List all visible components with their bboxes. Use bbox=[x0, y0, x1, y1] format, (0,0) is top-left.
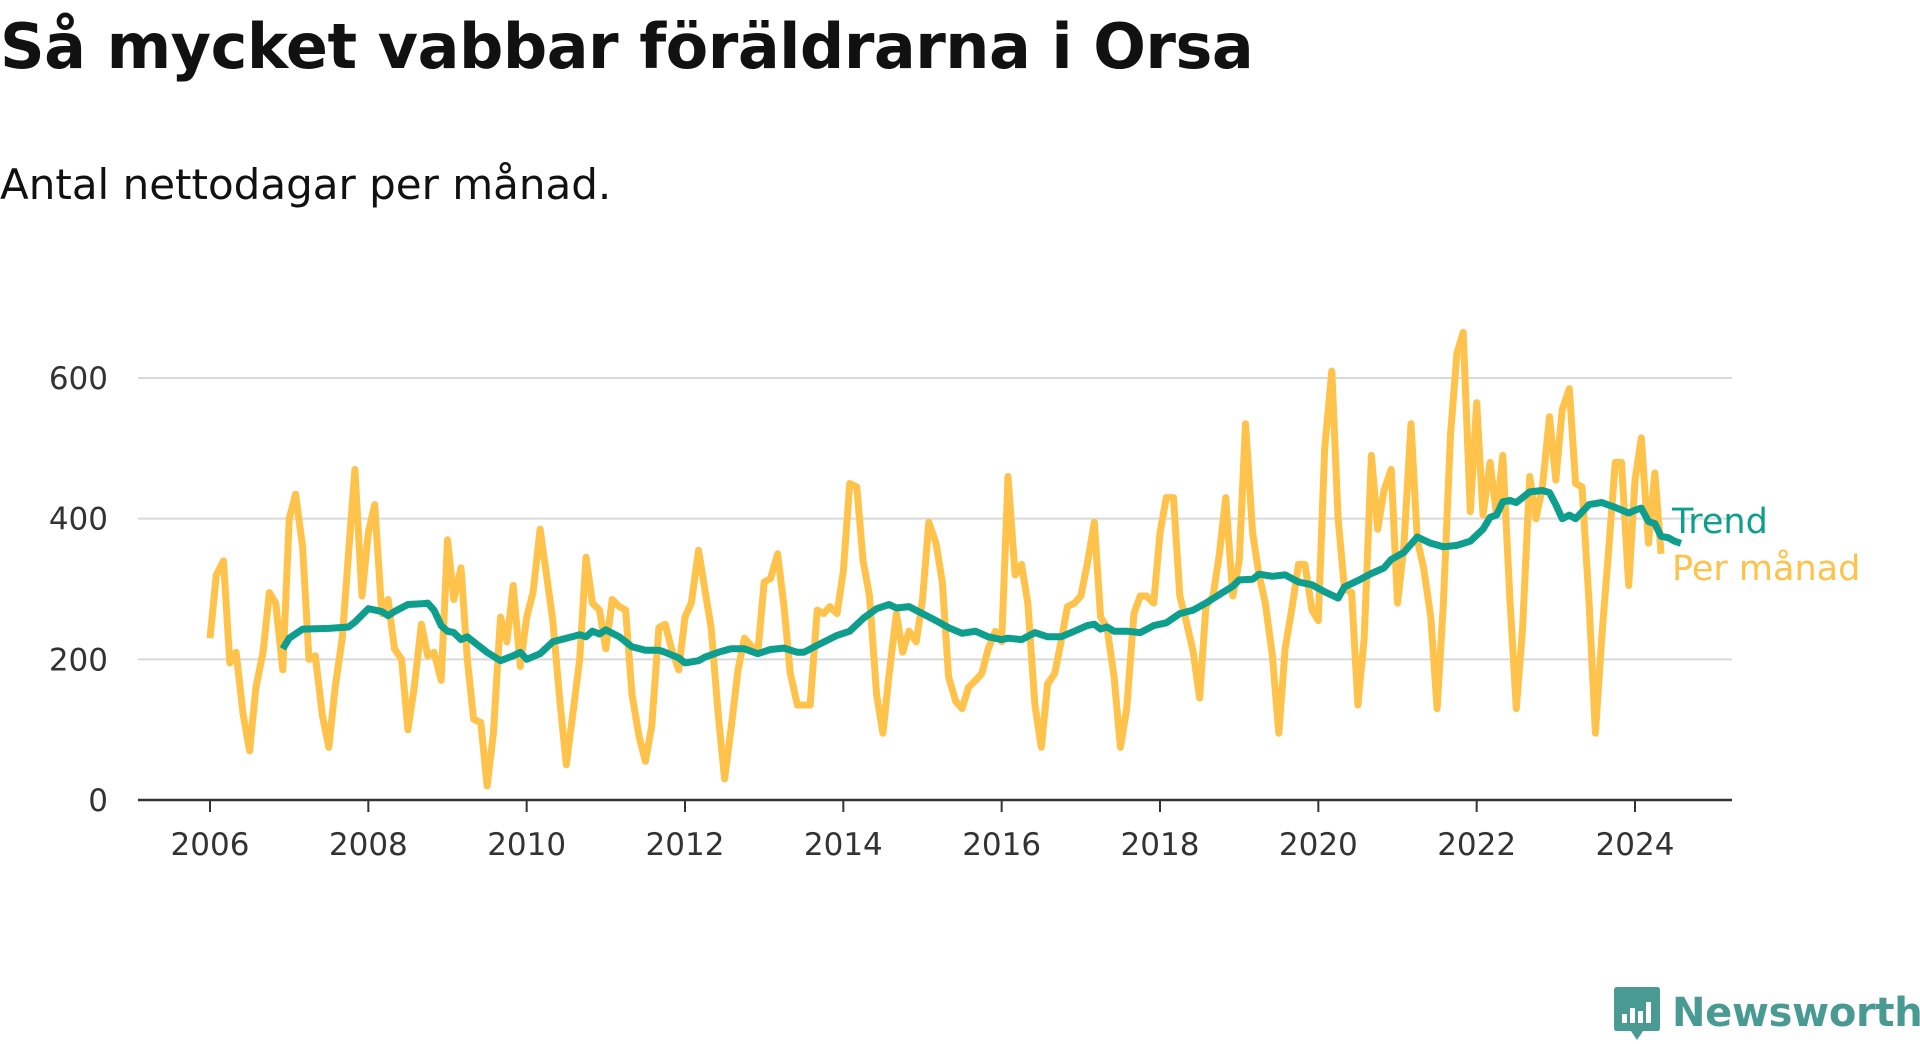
x-tick-label: 2012 bbox=[646, 827, 725, 863]
x-tick-label: 2020 bbox=[1279, 827, 1358, 863]
y-tick-label: 600 bbox=[49, 361, 108, 397]
series-label-per-manad: Per månad bbox=[1672, 548, 1860, 589]
series-group bbox=[206, 328, 1683, 790]
bar-chart-speech-icon bbox=[1614, 987, 1660, 1040]
newsworthy-logo: Newsworthy bbox=[1612, 982, 1920, 1044]
y-tick-label: 400 bbox=[49, 502, 108, 538]
x-tick-label: 2010 bbox=[487, 827, 566, 863]
x-tick-label: 2024 bbox=[1596, 827, 1675, 863]
y-tick-label: 0 bbox=[88, 783, 108, 819]
x-tick-label: 2008 bbox=[329, 827, 408, 863]
series-label-trend: Trend bbox=[1671, 502, 1768, 542]
chart-subtitle: Antal nettodagar per månad. bbox=[0, 160, 612, 209]
x-tick-label: 2016 bbox=[962, 827, 1041, 863]
y-tick-label: 200 bbox=[49, 642, 108, 678]
x-tick-label: 2022 bbox=[1437, 827, 1516, 863]
chart-title: Så mycket vabbar föräldrarna i Orsa bbox=[0, 10, 1254, 83]
series-line-trend bbox=[279, 487, 1683, 667]
series-line-per-manad bbox=[206, 328, 1665, 790]
x-tick-label: 2014 bbox=[804, 827, 883, 863]
y-axis: 0 200 400 600 bbox=[49, 361, 108, 819]
logo-wordmark: Newsworthy bbox=[1672, 990, 1920, 1036]
x-tick-label: 2006 bbox=[171, 827, 250, 863]
x-tick-label: 2018 bbox=[1121, 827, 1200, 863]
x-axis: 2006 2008 2010 2012 2014 2016 2018 2020 2022 2024 bbox=[138, 798, 1732, 863]
series-end-labels: Trend Per månad bbox=[1671, 502, 1860, 589]
